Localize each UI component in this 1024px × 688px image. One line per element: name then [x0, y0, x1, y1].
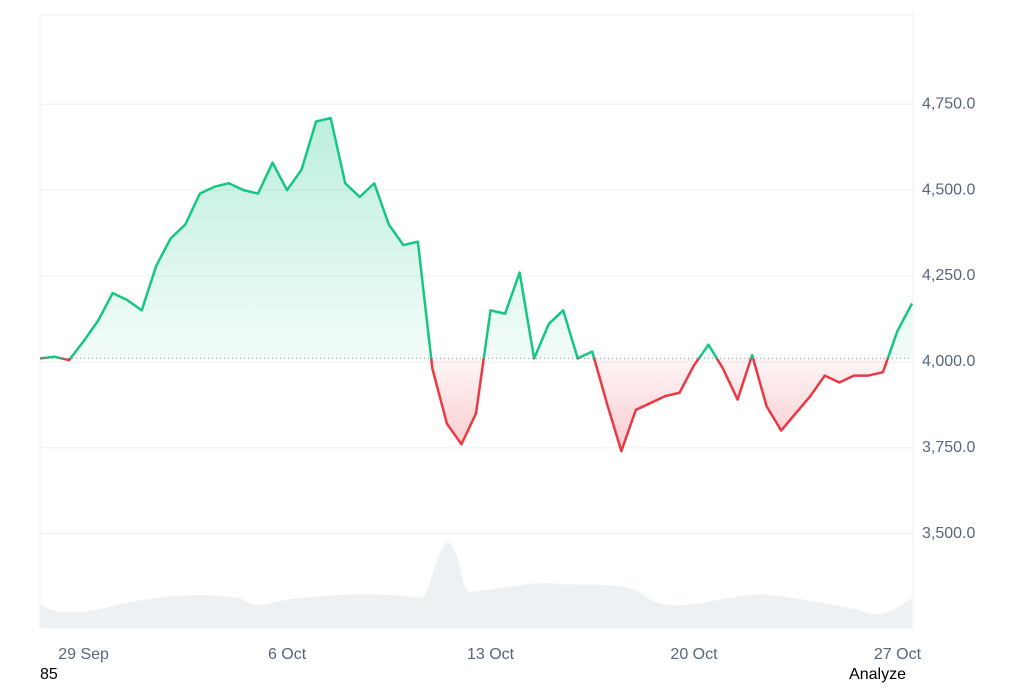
x-tick-label: 13 Oct — [467, 646, 515, 663]
y-tick-label: 3,750.0 — [922, 439, 975, 456]
x-tick-label: 6 Oct — [268, 646, 307, 663]
y-tick-label: 4,000.0 — [922, 353, 975, 370]
y-tick-label: 4,750.0 — [922, 96, 975, 113]
volume-area — [40, 542, 912, 628]
price-line — [39, 116, 914, 453]
footer-left: 85 — [40, 666, 58, 683]
y-tick-label: 4,250.0 — [922, 267, 975, 284]
price-area — [40, 118, 912, 452]
footer-right[interactable]: Analyze — [849, 666, 906, 683]
x-tick-label: 20 Oct — [670, 646, 718, 663]
x-tick-label: 29 Sep — [58, 646, 109, 663]
y-tick-label: 3,500.0 — [922, 525, 975, 542]
y-tick-label: 4,500.0 — [922, 181, 975, 198]
x-tick-label: 27 Oct — [874, 646, 922, 663]
